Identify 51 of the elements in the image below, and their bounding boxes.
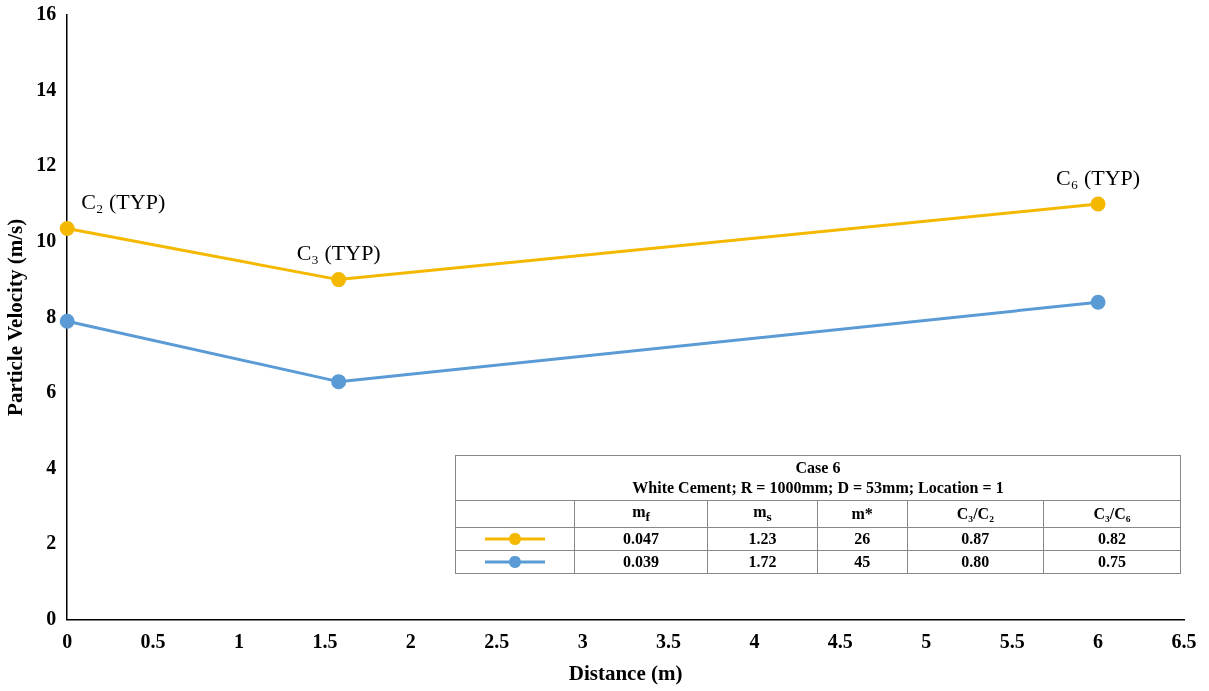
x-tick-label: 4.5 — [827, 629, 853, 652]
x-tick-label: 3.5 — [656, 629, 682, 652]
point — [59, 221, 75, 237]
x-tick-label: 1 — [234, 629, 245, 652]
x-tick-label: 3 — [577, 629, 588, 652]
annotation: m$_{f}$ — [574, 500, 708, 528]
annotation: 0.047 — [574, 527, 708, 551]
annotation: C₃/C₂ — [907, 500, 1044, 528]
x-tick-label: 2.5 — [484, 629, 510, 652]
x-tick-label: 2 — [405, 629, 416, 652]
y-tick-label: 6 — [46, 380, 57, 403]
x-tick-label: 5 — [921, 629, 932, 652]
x-tick-label: 4 — [749, 629, 760, 652]
y-tick-label: 16 — [36, 2, 57, 25]
y-tick-label: 10 — [36, 228, 57, 251]
x-tick-label: 6.5 — [1171, 629, 1197, 652]
annotation: C₆ (TYP) — [1056, 164, 1141, 190]
annotation: m* — [817, 500, 908, 528]
x-tick-label: 0.5 — [140, 629, 166, 652]
annotation: 0.82 — [1043, 527, 1181, 551]
annotation: C₂ (TYP) — [81, 189, 166, 215]
x-axis-title: Distance (m) — [568, 660, 683, 685]
annotation: C₃/C₆ — [1043, 500, 1181, 528]
y-tick-label: 2 — [46, 531, 57, 554]
point — [331, 374, 347, 390]
annotation: 26 — [817, 527, 908, 551]
y-tick-label: 14 — [36, 77, 57, 100]
annotation: 0.039 — [574, 550, 708, 574]
x-tick-label: 1.5 — [312, 629, 338, 652]
annotation: Case 6 — [794, 458, 842, 478]
point — [59, 313, 75, 329]
y-axis-title: Particle Velocity (m/s) — [3, 218, 28, 416]
point — [331, 272, 347, 288]
x-tick-label: 5.5 — [999, 629, 1025, 652]
point — [1090, 196, 1106, 212]
annotation: m$_{s}$ — [707, 500, 818, 528]
annotation: 0.87 — [907, 527, 1044, 551]
annotation: 1.23 — [707, 527, 818, 551]
point — [1090, 294, 1106, 310]
annotation: 0.80 — [907, 550, 1044, 574]
x-tick-label: 6 — [1093, 629, 1104, 652]
x-tick-label: 0 — [62, 629, 73, 652]
y-tick-label: 4 — [46, 455, 57, 478]
annotation: 45 — [817, 550, 908, 574]
y-tick-label: 8 — [46, 304, 57, 327]
annotation: 0.75 — [1043, 550, 1181, 574]
annotation: White Cement; R = 1000mm; D = 53mm; Location = 1 — [631, 478, 1005, 498]
y-tick-label: 12 — [36, 153, 57, 176]
annotation: C₃ (TYP) — [296, 240, 381, 266]
y-tick-label: 0 — [46, 606, 57, 629]
annotation: 1.72 — [707, 550, 818, 574]
